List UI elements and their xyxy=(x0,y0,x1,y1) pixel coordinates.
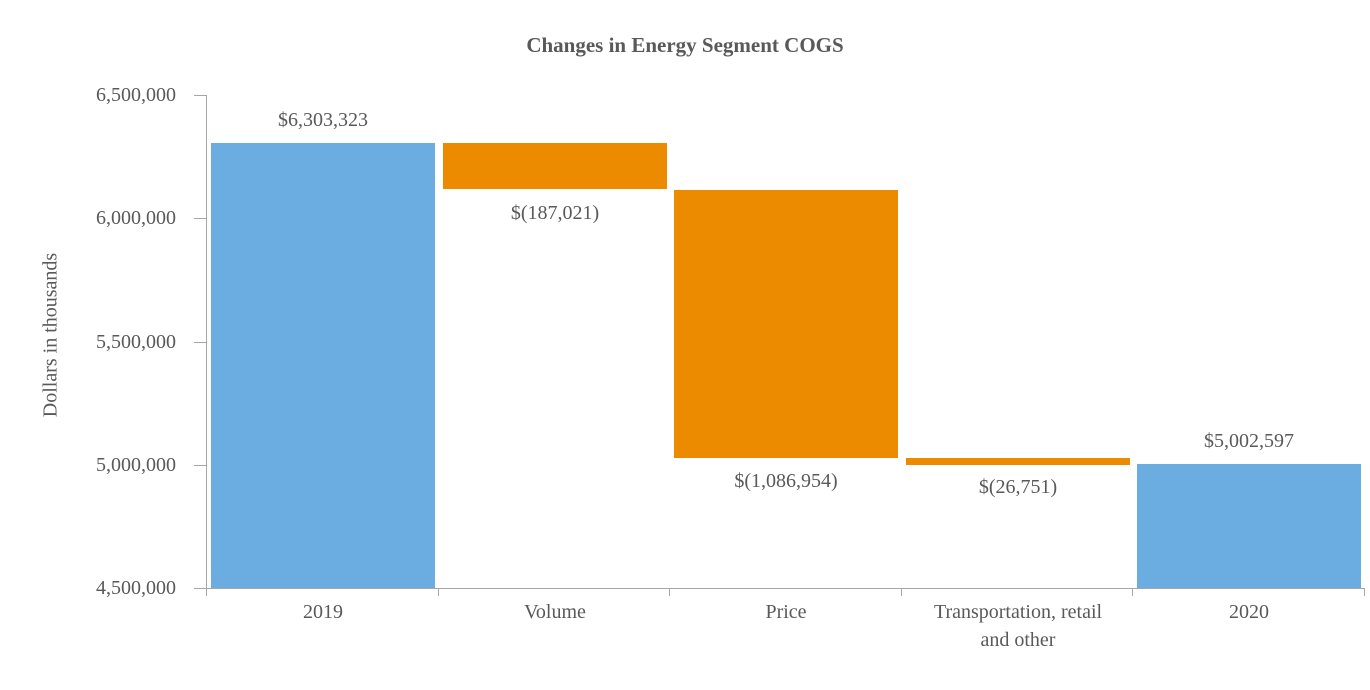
bar-change xyxy=(674,190,898,458)
x-tick-mark xyxy=(1364,588,1365,596)
x-category-label: 2020 xyxy=(1229,601,1269,623)
y-axis-line xyxy=(206,95,207,588)
y-tick-mark xyxy=(194,95,207,96)
x-tick-mark xyxy=(438,588,439,596)
bar-change xyxy=(443,143,667,189)
data-label: $(26,751) xyxy=(978,476,1058,498)
chart-title: Changes in Energy Segment COGS xyxy=(526,33,844,57)
y-tick-label: 5,500,000 xyxy=(96,331,176,353)
bar-total xyxy=(1137,464,1361,588)
data-label: $6,303,323 xyxy=(278,109,368,131)
x-category-label: 2019 xyxy=(303,601,343,623)
x-axis-line xyxy=(206,588,1365,589)
y-tick-mark xyxy=(194,465,207,466)
x-tick-mark xyxy=(1132,588,1133,596)
y-tick-mark xyxy=(194,342,207,343)
y-tick-label: 6,500,000 xyxy=(96,84,176,106)
bar-total xyxy=(211,143,435,588)
y-tick-label: 6,000,000 xyxy=(96,207,176,229)
data-label: $5,002,597 xyxy=(1204,430,1294,452)
x-tick-mark xyxy=(669,588,670,596)
y-tick-label: 5,000,000 xyxy=(96,454,176,476)
x-tick-mark xyxy=(901,588,902,596)
x-category-label: Volume xyxy=(524,601,586,623)
y-tick-mark xyxy=(194,588,207,589)
x-tick-mark xyxy=(206,588,207,596)
x-category-label: Transportation, retail and other xyxy=(933,601,1103,651)
y-tick-label: 4,500,000 xyxy=(96,577,176,599)
bar-change xyxy=(906,458,1130,465)
data-label: $(187,021) xyxy=(510,202,600,224)
data-label: $(1,086,954) xyxy=(734,470,838,492)
y-tick-mark xyxy=(194,218,207,219)
x-category-label: Price xyxy=(765,601,807,623)
